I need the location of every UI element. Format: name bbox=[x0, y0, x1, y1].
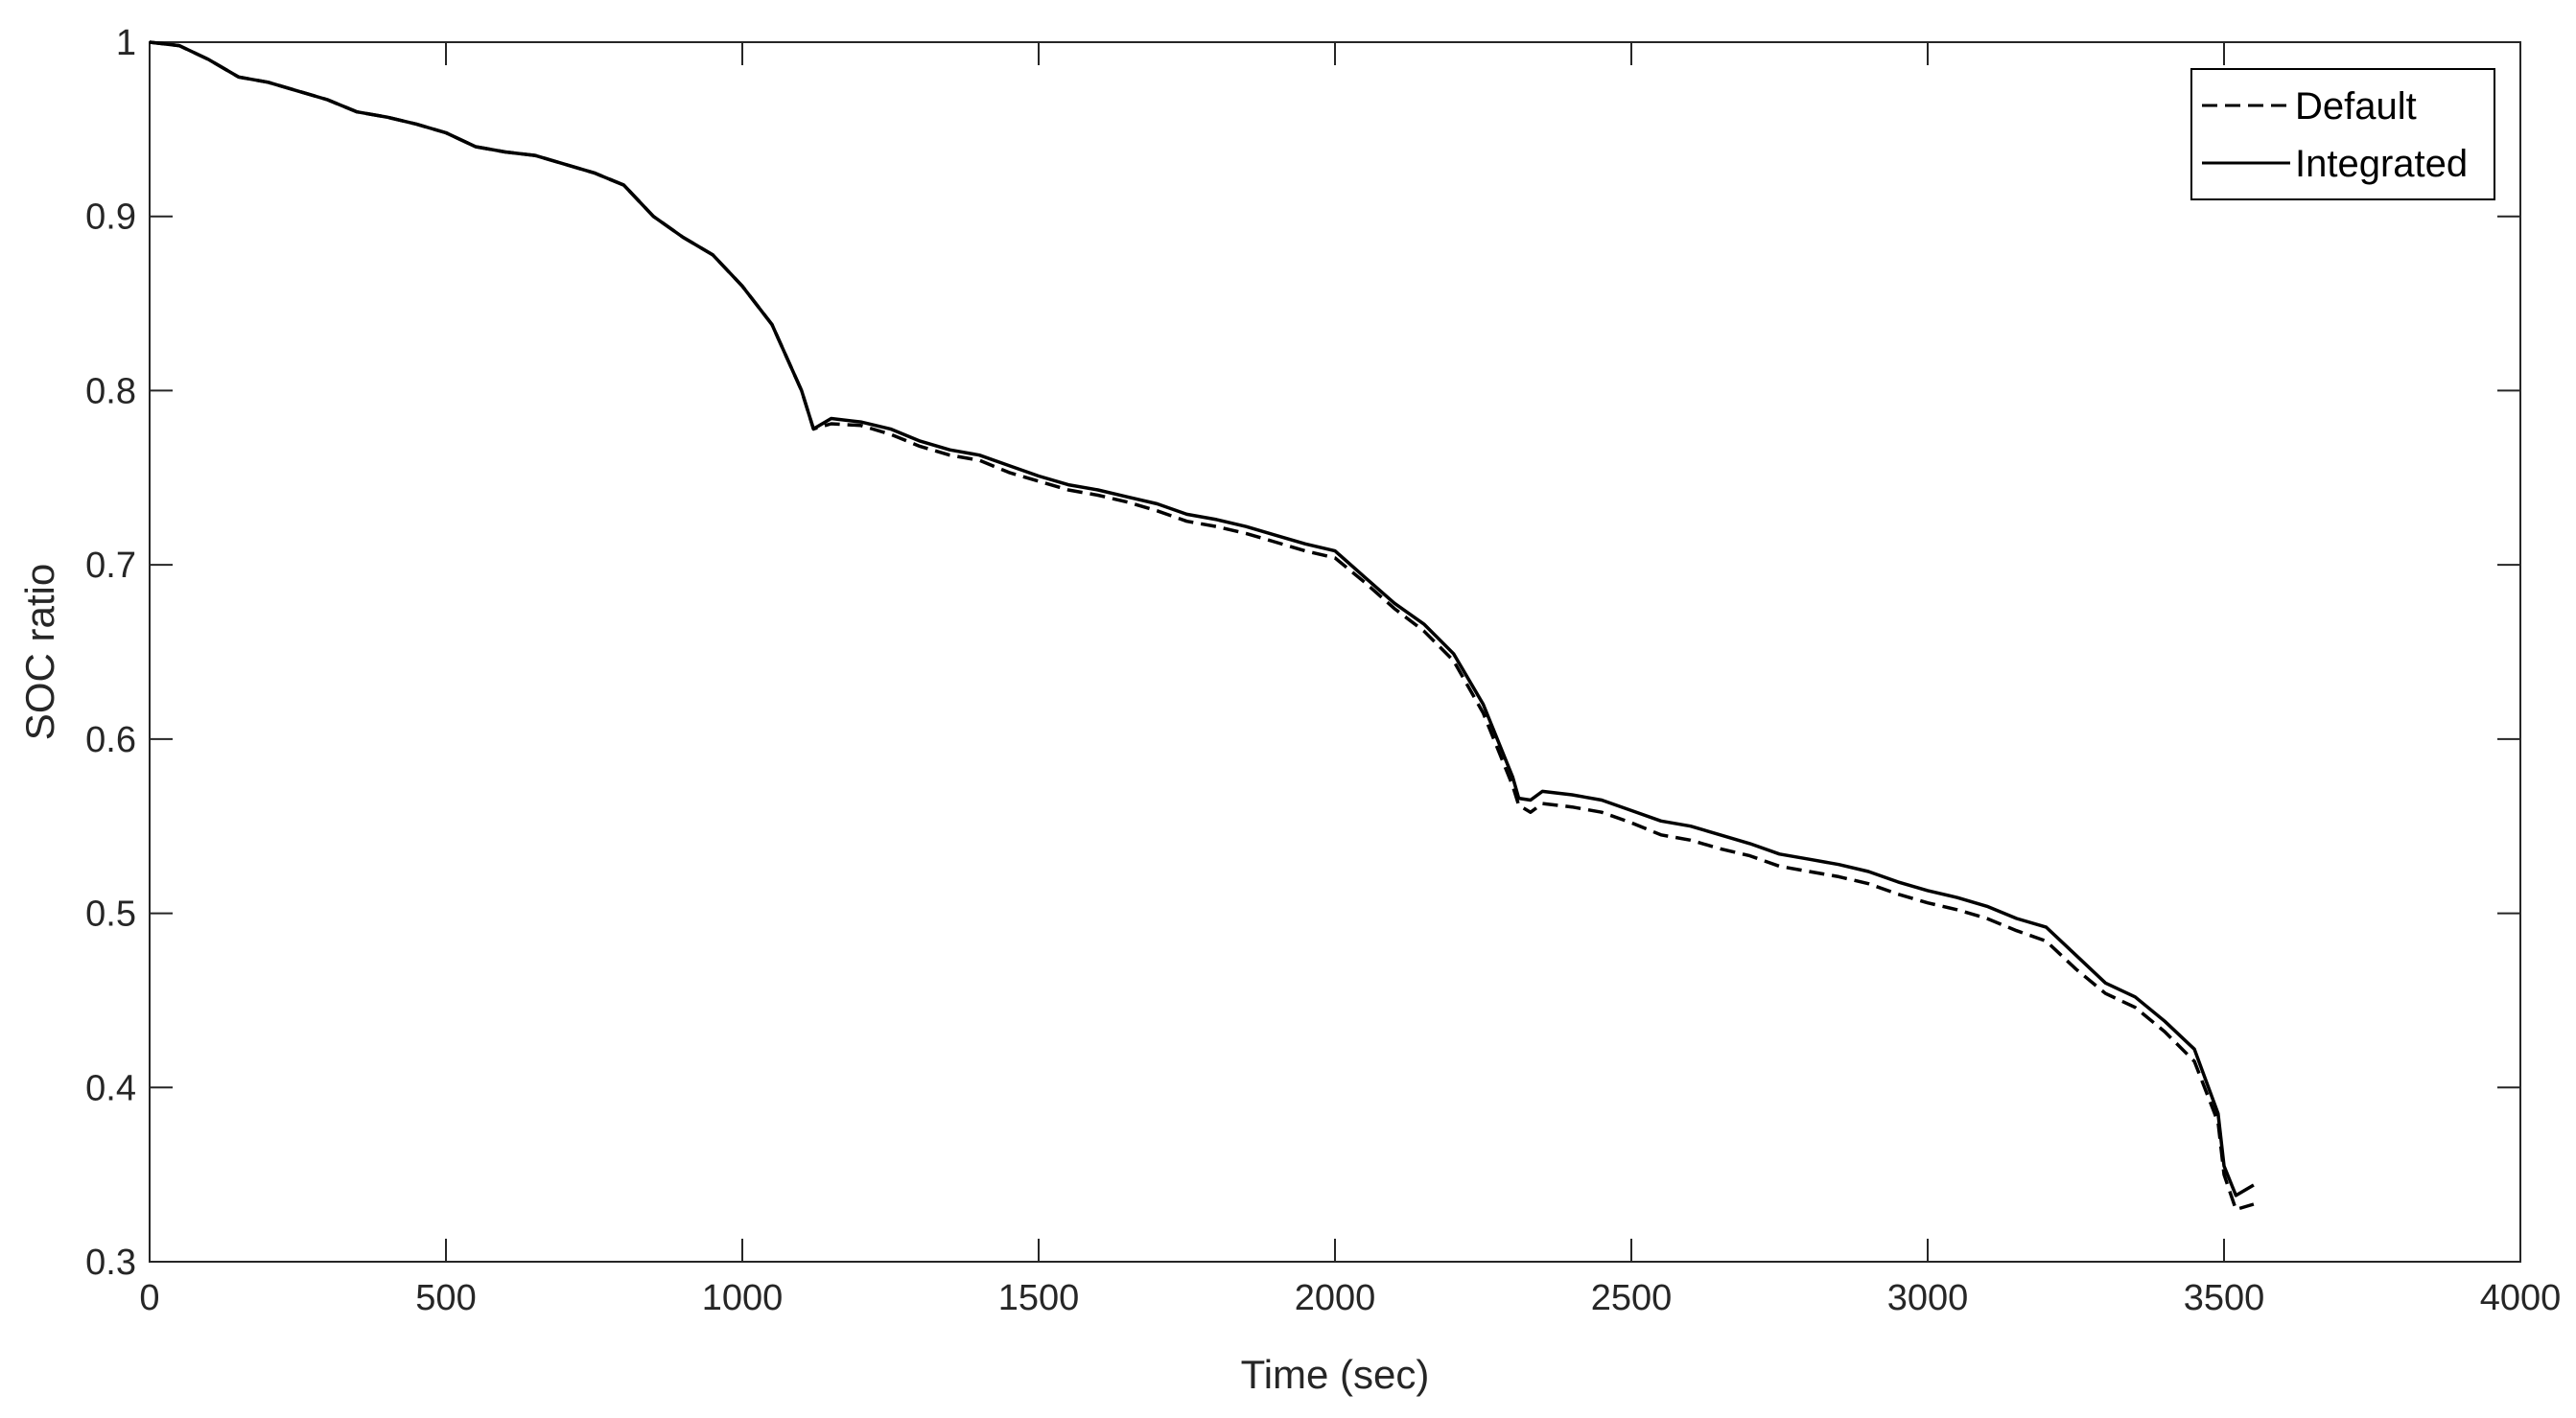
x-tick-label: 1500 bbox=[998, 1278, 1080, 1318]
series-line-integrated bbox=[149, 40, 2255, 1197]
y-tick-label: 0.9 bbox=[85, 198, 136, 238]
y-tick-label: 0.8 bbox=[85, 371, 136, 411]
y-tick-label: 1 bbox=[116, 23, 136, 63]
series-lines bbox=[149, 40, 2255, 1212]
x-tick-label: 3500 bbox=[2184, 1278, 2265, 1318]
x-axis-ticks: 0 500 1000 1500 2000 2500 3000 3500 4000 bbox=[139, 42, 2561, 1318]
y-axis-title: SOC ratio bbox=[17, 564, 62, 740]
plot-area bbox=[149, 41, 2521, 1263]
y-tick-label: 0.6 bbox=[85, 720, 136, 760]
legend-box bbox=[2190, 68, 2495, 200]
x-tick-label: 2000 bbox=[1295, 1278, 1376, 1318]
x-axis-title: Time (sec) bbox=[1241, 1352, 1430, 1397]
y-axis-ticks: 0.3 0.4 0.5 0.6 0.7 0.8 0.9 1 bbox=[85, 23, 2520, 1283]
y-tick-label: 0.4 bbox=[85, 1068, 136, 1108]
legend-default-label: Default bbox=[2295, 85, 2417, 128]
y-tick-label: 0.5 bbox=[85, 895, 136, 935]
x-tick-label: 500 bbox=[415, 1278, 476, 1318]
legend: Default Integrated bbox=[2190, 68, 2495, 200]
x-tick-label: 4000 bbox=[2480, 1278, 2562, 1318]
x-tick-label: 1000 bbox=[702, 1278, 784, 1318]
y-tick-label: 0.7 bbox=[85, 546, 136, 586]
x-tick-label: 2500 bbox=[1591, 1278, 1673, 1318]
legend-integrated-label: Integrated bbox=[2295, 143, 2468, 185]
x-tick-label: 3000 bbox=[1887, 1278, 1969, 1318]
y-tick-label: 0.3 bbox=[85, 1243, 136, 1283]
x-tick-label: 0 bbox=[139, 1278, 159, 1318]
